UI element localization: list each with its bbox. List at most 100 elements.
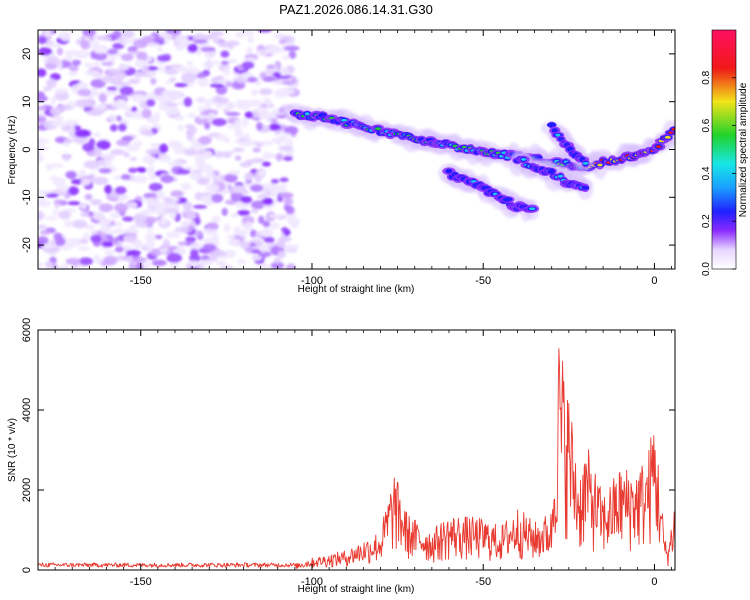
noise-blob xyxy=(140,129,154,136)
noise-blob xyxy=(204,33,217,40)
spectrogram-ytick-label: 20 xyxy=(21,48,33,60)
noise-blob xyxy=(109,211,121,219)
noise-blob xyxy=(150,142,162,149)
noise-blob xyxy=(221,151,232,159)
noise-blob xyxy=(241,61,255,69)
noise-blob xyxy=(153,111,161,122)
noise-blob xyxy=(49,96,57,105)
noise-blob xyxy=(239,229,248,238)
noise-blob xyxy=(52,209,61,215)
noise-blob xyxy=(216,97,230,104)
noise-blob xyxy=(228,170,241,176)
noise-blob xyxy=(104,249,115,256)
noise-blob xyxy=(137,167,147,173)
noise-blob xyxy=(145,148,161,155)
noise-blob xyxy=(63,119,80,127)
noise-blob xyxy=(53,199,68,204)
noise-blob xyxy=(128,262,136,269)
noise-blob xyxy=(259,140,275,146)
noise-blob xyxy=(110,149,125,156)
noise-blob xyxy=(251,157,265,164)
noise-blob xyxy=(261,229,272,238)
noise-blob xyxy=(275,152,284,162)
noise-blob xyxy=(286,263,296,269)
noise-blob xyxy=(204,200,213,206)
noise-blob xyxy=(251,254,263,261)
ridge-upper-branch xyxy=(540,121,596,175)
noise-blob xyxy=(90,234,102,243)
spectrogram-noise xyxy=(38,30,301,269)
noise-blob xyxy=(121,135,134,142)
noise-blob xyxy=(256,194,268,199)
noise-blob xyxy=(205,184,220,192)
noise-blob xyxy=(82,30,96,37)
noise-blob xyxy=(120,106,133,111)
noise-blob xyxy=(85,98,95,108)
noise-blob xyxy=(84,193,93,201)
noise-blob xyxy=(181,182,192,191)
noise-blob xyxy=(65,170,77,179)
noise-blob xyxy=(99,217,112,227)
noise-blob xyxy=(209,83,224,88)
snr-ytick-label: 0 xyxy=(21,567,33,573)
noise-blob xyxy=(223,136,231,144)
noise-blob xyxy=(268,222,280,230)
noise-blob xyxy=(197,77,210,88)
figure-title: PAZ1.2026.086.14.31.G30 xyxy=(279,2,433,17)
noise-blob xyxy=(214,150,223,159)
spectrogram-ytick-label: 10 xyxy=(21,96,33,108)
noise-blob xyxy=(118,123,127,132)
noise-blob xyxy=(51,120,66,128)
noise-blob xyxy=(262,204,274,210)
noise-blob xyxy=(202,61,214,69)
noise-blob xyxy=(259,71,267,79)
noise-blob xyxy=(156,46,164,52)
noise-blob xyxy=(38,115,47,124)
noise-blob xyxy=(278,145,293,152)
noise-blob xyxy=(236,79,250,84)
noise-blob xyxy=(174,34,189,45)
noise-blob xyxy=(281,132,292,138)
noise-blob xyxy=(183,148,197,156)
noise-blob xyxy=(189,254,201,262)
noise-blob xyxy=(262,97,271,104)
noise-blob xyxy=(257,215,265,224)
noise-blob xyxy=(187,43,199,53)
noise-blob xyxy=(278,67,290,76)
noise-blob xyxy=(176,169,191,175)
noise-blob xyxy=(211,215,221,224)
noise-blob xyxy=(194,192,202,201)
noise-blob xyxy=(71,59,81,66)
noise-blob xyxy=(243,132,251,141)
noise-blob xyxy=(195,157,206,167)
noise-blob xyxy=(278,106,285,114)
snr-series-line xyxy=(38,348,675,570)
noise-blob xyxy=(221,207,228,217)
noise-blob xyxy=(136,51,144,60)
noise-blob xyxy=(131,256,148,264)
noise-blob xyxy=(116,37,126,42)
snr-ytick-label: 4000 xyxy=(21,398,33,422)
noise-blob xyxy=(279,192,294,199)
noise-blob xyxy=(38,224,47,230)
noise-blob xyxy=(170,92,183,99)
noise-blob xyxy=(271,118,278,126)
noise-blob xyxy=(257,30,272,33)
noise-blob xyxy=(250,200,267,210)
noise-blob xyxy=(111,228,127,235)
noise-blob xyxy=(68,124,75,133)
noise-blob xyxy=(206,222,219,230)
colorbar-label: Normalized spectral amplitude xyxy=(738,82,749,217)
noise-blob xyxy=(116,240,123,247)
noise-blob xyxy=(231,212,238,218)
noise-blob xyxy=(237,209,251,216)
noise-blob xyxy=(245,247,254,252)
ridge-mid xyxy=(508,148,594,200)
noise-blob xyxy=(245,159,254,165)
noise-blob xyxy=(277,250,287,259)
noise-blob xyxy=(48,163,64,169)
noise-blob xyxy=(115,186,127,195)
noise-blob xyxy=(195,49,202,56)
snr-frame xyxy=(37,329,676,571)
noise-blob xyxy=(151,259,167,267)
